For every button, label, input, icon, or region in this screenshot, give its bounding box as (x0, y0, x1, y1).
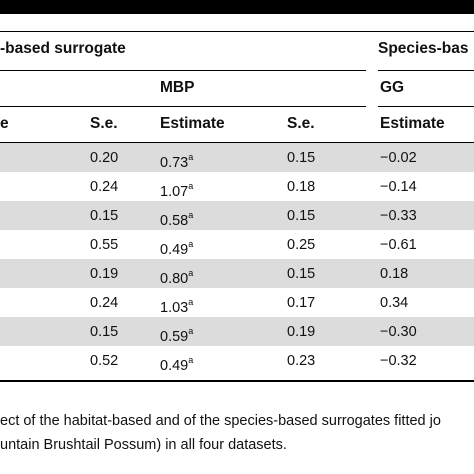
cell-estimate-2: 0.34 (380, 295, 409, 311)
cell-se-2: 0.23 (287, 353, 316, 369)
row-stripe (0, 143, 474, 172)
estimate-footnote-mark: a (188, 210, 194, 220)
cell-se-2: 0.19 (287, 324, 316, 340)
estimate-footnote-mark: a (188, 326, 194, 336)
estimate-footnote-mark: a (188, 181, 194, 191)
cell-estimate-1: 1.03a (160, 295, 193, 316)
cell-estimate-2: −0.14 (380, 179, 417, 195)
rule-subgroup-2 (378, 106, 474, 107)
cell-se-1: 0.24 (90, 295, 119, 311)
cell-estimate-1: 0.49a (160, 353, 193, 374)
cell-se-2: 0.25 (287, 237, 316, 253)
estimate-value: 0.73 (160, 154, 189, 171)
row-stripe (0, 259, 474, 288)
cell-se-2: 0.15 (287, 150, 316, 166)
cell-estimate-2: −0.61 (380, 237, 417, 253)
cell-se-1: 0.20 (90, 150, 119, 166)
estimate-footnote-mark: a (188, 268, 194, 278)
cell-estimate-1: 1.07a (160, 179, 193, 200)
cell-se-2: 0.17 (287, 295, 316, 311)
estimate-value: 0.59 (160, 328, 189, 345)
row-stripe (0, 201, 474, 230)
rule-top (0, 31, 474, 32)
cell-se-2: 0.15 (287, 208, 316, 224)
header-gg: GG (380, 79, 405, 96)
row-stripe (0, 317, 474, 346)
cell-estimate-2: −0.32 (380, 353, 417, 369)
cell-estimate-1: 0.80a (160, 266, 193, 287)
cell-estimate-2: −0.30 (380, 324, 417, 340)
cell-estimate-1: 0.49a (160, 237, 193, 258)
header-mbp: MBP (160, 79, 195, 96)
estimate-value: 0.49 (160, 357, 189, 374)
cell-estimate-1: 0.73a (160, 150, 193, 171)
cell-se-1: 0.15 (90, 324, 119, 340)
estimate-value: 0.58 (160, 212, 189, 229)
cell-se-1: 0.15 (90, 208, 119, 224)
cell-se-1: 0.52 (90, 353, 119, 369)
cell-se-1: 0.19 (90, 266, 119, 282)
cell-se-2: 0.15 (287, 266, 316, 282)
estimate-footnote-mark: a (188, 297, 194, 307)
header-habitat-surrogate: -based surrogate (0, 40, 126, 57)
cell-se-2: 0.18 (287, 179, 316, 195)
estimate-footnote-mark: a (188, 239, 194, 249)
rule-header-bottom (0, 142, 474, 144)
cell-se-1: 0.55 (90, 237, 119, 253)
caption-line-2: untain Brushtail Possum) in all four dat… (0, 437, 287, 453)
header-estimate-2: Estimate (380, 115, 445, 132)
header-se-1: S.e. (90, 115, 118, 132)
rule-subgroup-1 (0, 106, 366, 107)
cell-estimate-1: 0.59a (160, 324, 193, 345)
estimate-footnote-mark: a (188, 355, 194, 365)
cell-estimate-2: −0.02 (380, 150, 417, 166)
estimate-value: 1.07 (160, 183, 189, 200)
top-black-bar (0, 0, 474, 14)
rule-group-2 (378, 70, 474, 71)
rule-group-1 (0, 70, 366, 71)
rule-table-bottom (0, 380, 474, 382)
cell-estimate-1: 0.58a (160, 208, 193, 229)
caption-line-1: ect of the habitat-based and of the spec… (0, 413, 441, 429)
estimate-value: 0.49 (160, 241, 189, 258)
header-se-2: S.e. (287, 115, 315, 132)
header-species-surrogate: Species-bas (378, 40, 469, 57)
header-estimate-1: Estimate (160, 115, 225, 132)
estimate-value: 1.03 (160, 299, 189, 316)
estimate-footnote-mark: a (188, 152, 194, 162)
cell-estimate-2: 0.18 (380, 266, 409, 282)
cell-se-1: 0.24 (90, 179, 119, 195)
header-estimate-partial: e (0, 115, 9, 132)
cell-estimate-2: −0.33 (380, 208, 417, 224)
estimate-value: 0.80 (160, 270, 189, 287)
